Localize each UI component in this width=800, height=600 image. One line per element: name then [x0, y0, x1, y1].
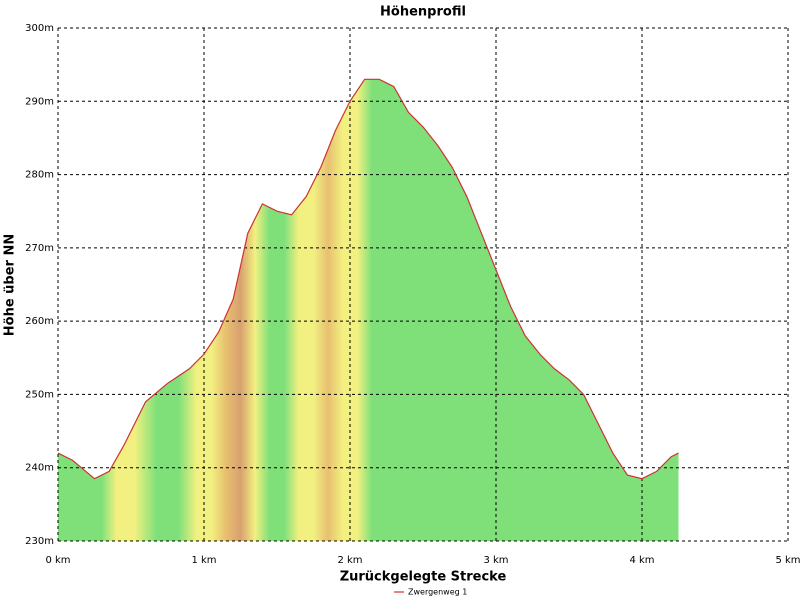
y-tick-label: 300m — [25, 23, 54, 34]
x-tick-label: 3 km — [483, 555, 508, 566]
elevation-line — [57, 78, 679, 480]
y-tick-label: 260m — [25, 316, 54, 327]
area-fill — [58, 79, 679, 542]
x-tick-label: 2 km — [337, 555, 362, 566]
plot-area — [57, 27, 789, 542]
x-tick-label: 5 km — [775, 555, 800, 566]
y-axis-title: Höhe über NN — [3, 234, 18, 336]
chart-title: Höhenprofil — [380, 5, 466, 20]
y-tick-label: 250m — [25, 389, 54, 400]
y-tick-label: 290m — [25, 96, 54, 107]
y-tick-label: 230m — [25, 536, 54, 547]
x-tick-label: 4 km — [629, 555, 654, 566]
y-tick-label: 270m — [25, 243, 54, 254]
x-tick-label: 1 km — [191, 555, 216, 566]
x-axis-title: Zurückgelegte Strecke — [340, 570, 507, 585]
x-tick-label: 0 km — [45, 555, 70, 566]
y-tick-label: 240m — [25, 463, 54, 474]
y-tick-label: 280m — [25, 170, 54, 181]
legend-label: Zwergenweg 1 — [408, 588, 467, 597]
